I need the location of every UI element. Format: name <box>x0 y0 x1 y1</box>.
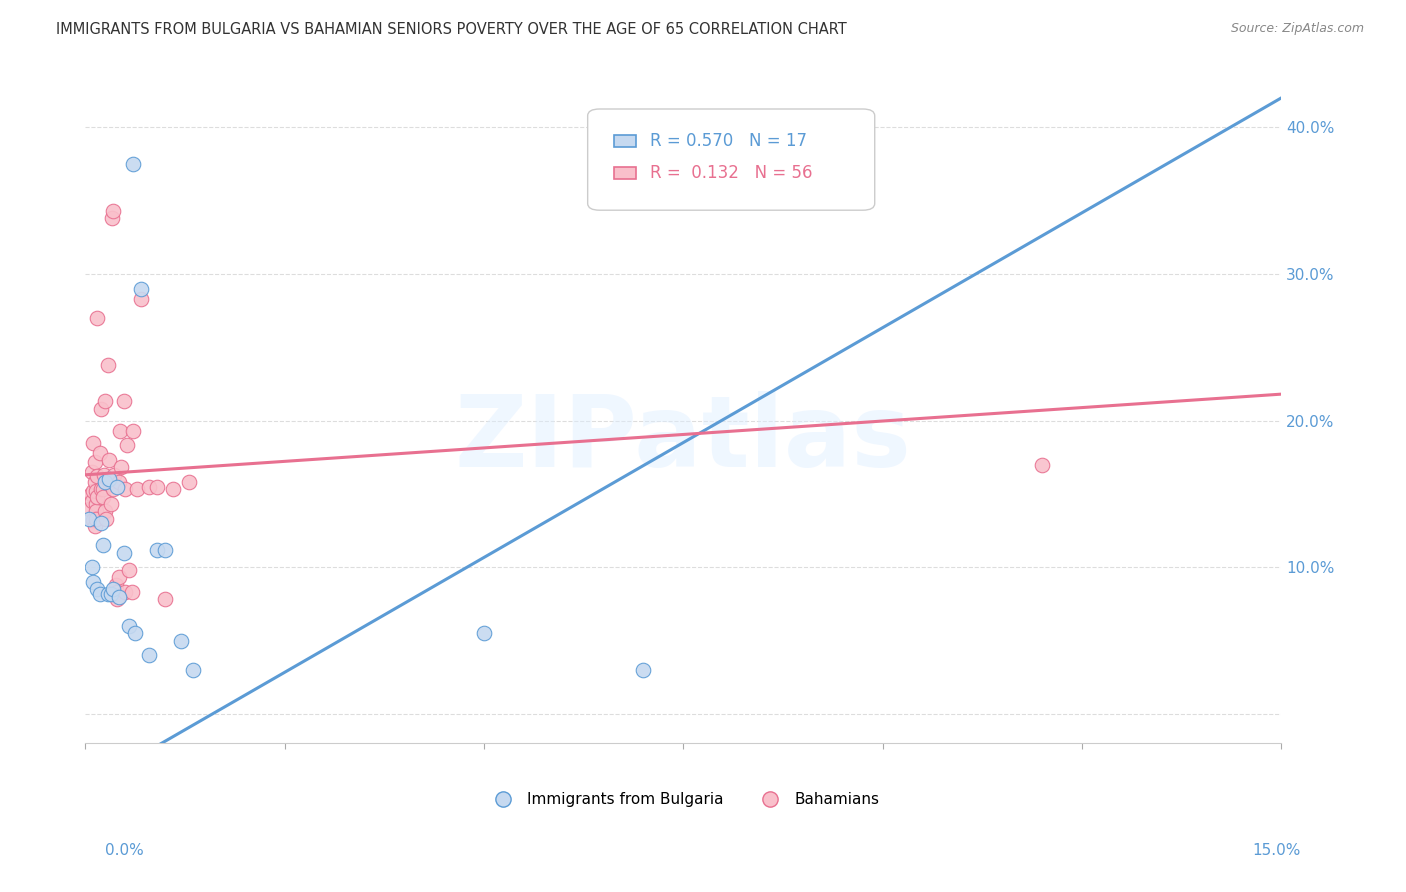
Point <box>138 479 160 493</box>
Point <box>112 545 135 559</box>
Point <box>177 475 200 490</box>
Point <box>107 590 129 604</box>
Point <box>115 438 138 452</box>
Text: R = 0.570   N = 17: R = 0.570 N = 17 <box>650 132 807 151</box>
Point <box>103 483 125 497</box>
Point <box>94 394 117 409</box>
Point <box>162 483 184 497</box>
Point <box>83 519 105 533</box>
Point <box>91 483 114 497</box>
Point <box>122 424 145 438</box>
Point <box>146 479 169 493</box>
Point <box>90 401 112 416</box>
Point <box>472 626 495 640</box>
Point <box>90 516 112 531</box>
Point <box>100 497 122 511</box>
Point <box>91 538 114 552</box>
Point <box>103 467 125 482</box>
Point <box>84 497 107 511</box>
FancyBboxPatch shape <box>614 136 636 147</box>
Point <box>107 570 129 584</box>
Point <box>105 592 128 607</box>
Point <box>127 483 149 497</box>
Point <box>86 512 108 526</box>
Point <box>100 211 122 226</box>
Point <box>108 424 131 438</box>
Point <box>94 512 117 526</box>
Point <box>97 586 120 600</box>
Point <box>82 513 104 527</box>
Point <box>91 490 114 504</box>
Point <box>82 574 104 589</box>
Point <box>633 663 655 677</box>
Text: IMMIGRANTS FROM BULGARIA VS BAHAMIAN SENIORS POVERTY OVER THE AGE OF 65 CORRELAT: IMMIGRANTS FROM BULGARIA VS BAHAMIAN SEN… <box>56 22 846 37</box>
Text: ZIPatlas: ZIPatlas <box>456 391 911 488</box>
Text: 0.0%: 0.0% <box>105 843 145 858</box>
Point <box>1031 458 1053 472</box>
Point <box>79 501 101 516</box>
Point <box>89 586 111 600</box>
Point <box>98 453 121 467</box>
FancyBboxPatch shape <box>588 109 875 211</box>
Point <box>86 504 108 518</box>
Text: Source: ZipAtlas.com: Source: ZipAtlas.com <box>1230 22 1364 36</box>
Point <box>98 472 121 486</box>
Point <box>97 358 120 372</box>
Point <box>103 582 125 597</box>
Point <box>170 633 193 648</box>
Point <box>118 563 141 577</box>
Point <box>153 542 176 557</box>
Legend: Immigrants from Bulgaria, Bahamians: Immigrants from Bulgaria, Bahamians <box>481 786 886 814</box>
Point <box>84 483 107 498</box>
Text: R =  0.132   N = 56: R = 0.132 N = 56 <box>650 164 813 182</box>
Point <box>105 479 128 493</box>
Point <box>121 585 143 599</box>
Point <box>83 475 105 490</box>
Point <box>114 483 136 497</box>
Point <box>105 585 128 599</box>
Point <box>83 454 105 468</box>
Point <box>114 585 136 599</box>
Point <box>98 475 121 490</box>
Point <box>138 648 160 663</box>
Point <box>80 465 103 479</box>
Point <box>86 469 108 483</box>
Point <box>124 626 146 640</box>
Point <box>103 203 125 218</box>
Point <box>122 157 145 171</box>
FancyBboxPatch shape <box>614 167 636 179</box>
Point <box>94 504 117 518</box>
Point <box>80 560 103 574</box>
Point <box>181 663 204 677</box>
Text: 15.0%: 15.0% <box>1253 843 1301 858</box>
Point <box>153 592 176 607</box>
Point <box>129 292 152 306</box>
Point <box>112 394 135 409</box>
Point <box>94 475 117 490</box>
Point <box>129 281 152 295</box>
Point <box>82 483 104 498</box>
Point <box>79 512 101 526</box>
Point <box>82 435 104 450</box>
Point <box>82 494 104 508</box>
Point <box>107 475 129 490</box>
Point <box>80 487 103 501</box>
Point <box>90 483 112 497</box>
Point <box>104 578 127 592</box>
Point <box>86 310 108 325</box>
Point <box>89 446 111 460</box>
Point <box>110 460 132 475</box>
Point <box>93 467 115 482</box>
Point <box>86 582 108 597</box>
Point <box>146 542 169 557</box>
Point <box>118 619 141 633</box>
Point <box>100 586 122 600</box>
Point <box>86 490 108 504</box>
